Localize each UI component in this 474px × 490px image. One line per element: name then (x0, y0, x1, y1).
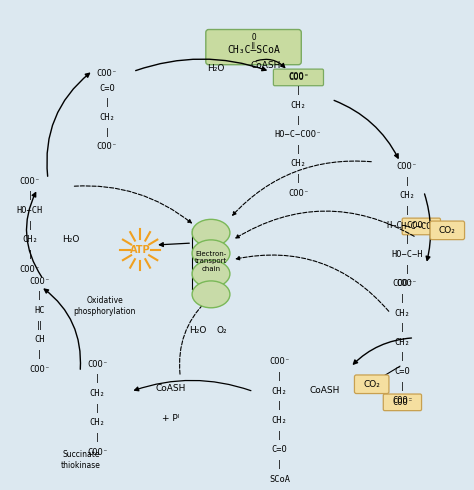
Text: CoASH: CoASH (155, 384, 186, 393)
Text: CH₂: CH₂ (272, 416, 287, 425)
Text: ‖: ‖ (37, 321, 42, 330)
Text: COO⁻: COO⁻ (87, 448, 108, 457)
Text: COO⁻: COO⁻ (19, 176, 40, 186)
Text: COO⁻: COO⁻ (392, 279, 413, 288)
Text: |: | (404, 235, 410, 244)
Text: COO⁻: COO⁻ (288, 72, 309, 80)
Text: CH: CH (34, 335, 45, 344)
Text: |: | (296, 145, 301, 154)
Text: |: | (400, 294, 405, 303)
Text: COO⁻: COO⁻ (97, 69, 118, 78)
Text: |: | (404, 265, 410, 273)
Text: H−C−COO⁻: H−C−COO⁻ (401, 222, 442, 231)
Text: H₂O: H₂O (207, 64, 224, 73)
Text: COO⁻: COO⁻ (269, 357, 290, 367)
Text: O₂: O₂ (217, 326, 227, 335)
FancyBboxPatch shape (355, 375, 389, 393)
Text: COO⁻: COO⁻ (87, 360, 108, 369)
FancyBboxPatch shape (430, 221, 465, 240)
Text: |: | (104, 128, 109, 137)
Text: COO⁻: COO⁻ (288, 189, 309, 198)
Text: Succinate
thiokinase: Succinate thiokinase (61, 450, 101, 470)
Text: |: | (37, 350, 42, 359)
Text: |: | (400, 352, 405, 362)
Text: |: | (296, 116, 301, 124)
Text: |: | (400, 323, 405, 332)
Text: COO⁻: COO⁻ (397, 162, 418, 171)
Text: |: | (277, 460, 282, 469)
Text: CH₂: CH₂ (90, 418, 105, 427)
Text: |: | (104, 98, 109, 107)
Text: HC: HC (34, 306, 45, 315)
Text: CH₂: CH₂ (272, 387, 287, 396)
Text: |: | (296, 86, 301, 95)
Text: COO⁻: COO⁻ (19, 265, 40, 273)
Text: CH₂: CH₂ (394, 338, 410, 347)
Text: |: | (27, 250, 33, 259)
Text: |: | (95, 433, 100, 442)
Text: Oxidative
phosphorylation: Oxidative phosphorylation (73, 296, 136, 317)
Text: |: | (296, 174, 301, 183)
Text: COO⁻: COO⁻ (97, 143, 118, 151)
FancyBboxPatch shape (383, 394, 421, 411)
Text: CO₂: CO₂ (363, 380, 380, 389)
Text: CH₂: CH₂ (99, 113, 115, 122)
Text: ‖: ‖ (251, 42, 255, 49)
Text: |: | (27, 220, 33, 230)
Text: COO⁻: COO⁻ (288, 73, 309, 82)
Text: |: | (95, 404, 100, 413)
Ellipse shape (192, 281, 230, 308)
Text: H−C−COO⁻: H−C−COO⁻ (386, 220, 428, 230)
Text: C=O: C=O (99, 84, 115, 93)
Text: |: | (37, 292, 42, 300)
Text: |: | (404, 176, 410, 186)
Text: HO−CH: HO−CH (17, 206, 43, 215)
Text: CoASH: CoASH (250, 61, 281, 70)
Text: Electron-
transport
chain: Electron- transport chain (195, 250, 227, 271)
FancyBboxPatch shape (273, 69, 323, 86)
Text: CH₂: CH₂ (394, 309, 410, 318)
Text: COO⁻: COO⁻ (29, 277, 50, 286)
Text: CH₂: CH₂ (399, 191, 415, 200)
Text: |: | (404, 206, 410, 215)
FancyBboxPatch shape (402, 218, 440, 235)
Ellipse shape (192, 260, 230, 287)
Text: COO⁻: COO⁻ (397, 279, 418, 288)
Text: CH₂: CH₂ (291, 159, 306, 169)
Text: COO⁻: COO⁻ (29, 365, 50, 374)
Text: CO₂: CO₂ (439, 226, 456, 235)
Text: COO⁻: COO⁻ (392, 396, 413, 405)
Text: SCoA: SCoA (269, 475, 290, 484)
Text: H₂O: H₂O (190, 326, 207, 335)
FancyBboxPatch shape (206, 29, 301, 65)
Text: CH₃C—SCoA: CH₃C—SCoA (227, 45, 280, 54)
Text: + Pᴵ: + Pᴵ (162, 414, 180, 422)
Text: |: | (27, 191, 33, 200)
Text: H₂O: H₂O (62, 235, 80, 244)
Text: |: | (277, 401, 282, 410)
Text: CH₂: CH₂ (90, 389, 105, 398)
Text: |: | (277, 431, 282, 440)
Text: O: O (251, 33, 256, 42)
Text: |: | (277, 372, 282, 381)
Text: CH₂: CH₂ (22, 235, 38, 244)
Text: C=O: C=O (272, 445, 287, 454)
Text: ATP: ATP (130, 245, 150, 255)
Text: C=O: C=O (394, 367, 410, 376)
Text: |: | (400, 382, 405, 391)
Text: COO⁻: COO⁻ (392, 398, 413, 407)
Ellipse shape (192, 240, 230, 267)
Text: CoASH: CoASH (309, 386, 339, 395)
Text: HO−C−COO⁻: HO−C−COO⁻ (275, 130, 322, 139)
Text: |: | (95, 374, 100, 384)
Text: HO−C−H: HO−C−H (392, 250, 423, 259)
Ellipse shape (192, 220, 230, 246)
Text: CH₂: CH₂ (291, 101, 306, 110)
